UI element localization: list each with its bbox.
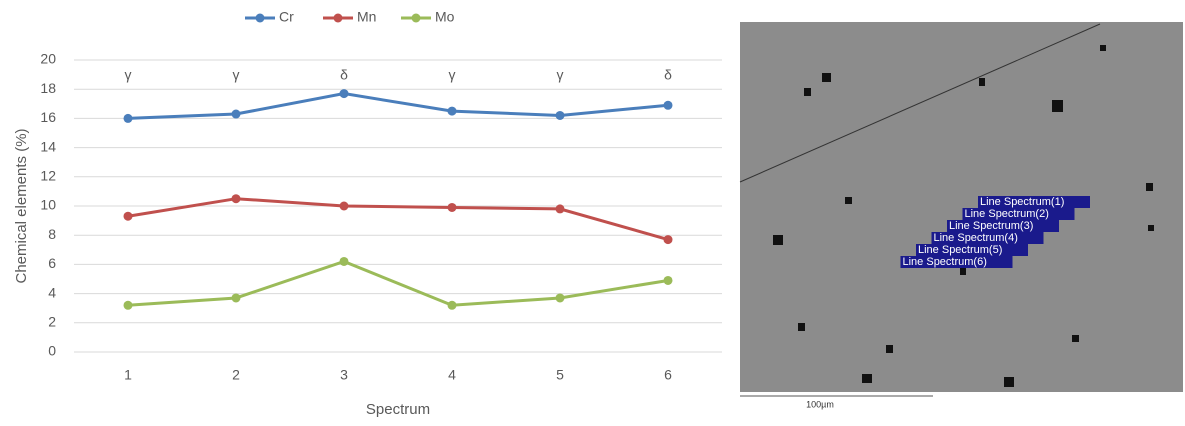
spectrum-label: Line Spectrum(4) bbox=[934, 232, 1018, 244]
spectrum-label: Line Spectrum(1) bbox=[980, 196, 1064, 208]
spectrum-label-box bbox=[962, 208, 1075, 220]
legend-label: Mn bbox=[357, 9, 376, 25]
y-tick-label: 14 bbox=[40, 138, 56, 154]
data-point bbox=[339, 256, 349, 266]
x-axis-label: Spectrum bbox=[366, 401, 430, 418]
data-point bbox=[663, 235, 673, 245]
y-tick-label: 8 bbox=[48, 226, 56, 242]
series-line bbox=[127, 259, 669, 307]
data-point bbox=[447, 106, 457, 116]
y-tick-label: 4 bbox=[48, 284, 56, 300]
data-point bbox=[663, 275, 673, 285]
data-point bbox=[339, 89, 349, 99]
data-point bbox=[663, 100, 673, 110]
phase-annotation: γ bbox=[233, 67, 240, 83]
spectrum-label-box bbox=[916, 244, 1028, 256]
y-tick-label: 18 bbox=[40, 80, 56, 96]
scratch bbox=[739, 23, 1101, 183]
x-tick-label: 2 bbox=[232, 367, 240, 383]
x-tick-label: 6 bbox=[664, 367, 672, 383]
x-tick-label: 5 bbox=[556, 367, 564, 383]
legend-marker bbox=[255, 13, 265, 23]
phase-annotation: γ bbox=[125, 67, 132, 83]
spectrum-label-box bbox=[900, 256, 1013, 268]
scale-bar-label: 100µm bbox=[806, 399, 834, 409]
micrograph-image bbox=[740, 22, 1183, 392]
x-tick-label: 4 bbox=[448, 367, 456, 383]
spectrum-label-box bbox=[978, 196, 1090, 208]
series-line bbox=[127, 197, 669, 242]
data-point bbox=[555, 110, 565, 120]
y-tick-label: 2 bbox=[48, 314, 56, 330]
phase-annotation: δ bbox=[664, 67, 672, 83]
data-point bbox=[447, 300, 457, 310]
y-tick-label: 6 bbox=[48, 255, 56, 271]
spectrum-label: Line Spectrum(3) bbox=[949, 220, 1033, 232]
legend-marker bbox=[333, 13, 343, 23]
spectrum-label-box bbox=[947, 220, 1059, 232]
data-point bbox=[123, 300, 133, 310]
spectrum-label-box bbox=[931, 232, 1044, 244]
data-point bbox=[231, 293, 241, 303]
spectrum-label: Line Spectrum(5) bbox=[918, 244, 1002, 256]
legend-marker bbox=[411, 13, 421, 23]
y-tick-label: 20 bbox=[40, 51, 56, 67]
pores bbox=[773, 45, 1154, 387]
phase-annotation: γ bbox=[557, 67, 564, 83]
legend-label: Mo bbox=[435, 9, 455, 25]
data-point bbox=[231, 109, 241, 119]
x-tick-label: 1 bbox=[124, 367, 132, 383]
data-point bbox=[555, 204, 565, 214]
x-tick-label: 3 bbox=[340, 367, 348, 383]
data-point bbox=[339, 201, 349, 211]
y-tick-label: 10 bbox=[40, 197, 56, 213]
data-point bbox=[447, 202, 457, 212]
data-point bbox=[555, 293, 565, 303]
series-line bbox=[127, 92, 669, 120]
spectrum-label: Line Spectrum(6) bbox=[903, 256, 987, 268]
y-tick-label: 12 bbox=[40, 168, 56, 184]
micrograph: 100µm bbox=[739, 22, 1183, 409]
data-point bbox=[123, 211, 133, 221]
data-point bbox=[231, 194, 241, 204]
legend-label: Cr bbox=[279, 9, 294, 25]
data-point bbox=[123, 113, 133, 123]
spectrum-label: Line Spectrum(2) bbox=[965, 208, 1049, 220]
y-tick-label: 16 bbox=[40, 109, 56, 125]
y-tick-label: 0 bbox=[48, 343, 56, 359]
phase-annotation: δ bbox=[340, 67, 348, 83]
phase-annotation: γ bbox=[449, 67, 456, 83]
y-axis-label: Chemical elements (%) bbox=[13, 128, 30, 283]
